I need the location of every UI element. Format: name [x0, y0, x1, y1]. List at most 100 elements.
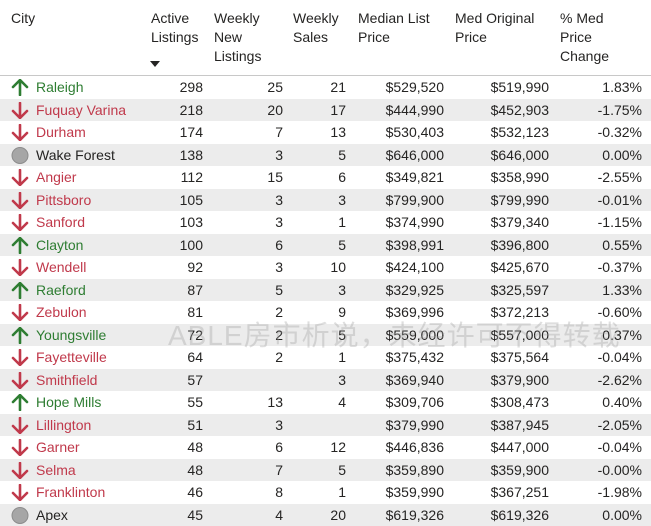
arrow-down-icon [11, 259, 29, 276]
table-row[interactable]: Sanford 103 3 1 $374,990 $379,340 -1.15% [0, 211, 651, 234]
table-row[interactable]: Fuquay Varina 218 20 17 $444,990 $452,903 -1.7… [0, 98, 651, 121]
table-row[interactable]: Fayetteville 64 2 1 $375,432 $375,564 -0.04% [0, 346, 651, 369]
row-med-original-price: $532,123 [490, 124, 549, 140]
row-median-list-price: $444,990 [385, 101, 444, 118]
row-pct-price-change: 0.55% [602, 236, 642, 253]
header-city[interactable]: City [11, 10, 36, 26]
row-med-original-price: $359,900 [490, 461, 549, 478]
row-city: Raleigh [36, 79, 84, 95]
table-row[interactable]: Angier 112 15 6 $349,821 $358,990 -2.55% [0, 166, 651, 189]
header-active-listings[interactable]: Active Listings [151, 10, 199, 45]
table-row[interactable]: Hope Mills 55 13 4 $309,706 $308,473 0.40% [0, 391, 651, 414]
row-med-original-price: $646,000 [490, 146, 549, 163]
row-city: Lillington [36, 416, 92, 433]
row-active-listings: 112 [180, 169, 203, 185]
row-active-listings: 81 [187, 304, 203, 320]
row-weekly-new-listings: 2 [275, 304, 283, 320]
row-med-original-price: $379,900 [490, 371, 549, 388]
row-med-original-price: $372,213 [490, 304, 549, 320]
arrow-down-icon [11, 349, 29, 366]
header-median-list-price[interactable]: Median List Price [358, 10, 430, 45]
table-header: City Active Listings Weekly New Listings… [0, 0, 651, 76]
table-row[interactable]: Raeford 87 5 3 $329,925 $325,597 1.33% [0, 278, 651, 301]
row-active-listings: 105 [179, 191, 203, 208]
header-pct-med-price-change[interactable]: % Med Price Change [560, 10, 610, 64]
row-weekly-sales: 3 [338, 281, 346, 298]
arrow-down-icon [11, 461, 29, 479]
row-med-original-price: $425,670 [490, 259, 549, 275]
row-median-list-price: $375,432 [385, 349, 444, 365]
row-weekly-sales: 1 [338, 349, 346, 365]
row-city: Wake Forest [36, 146, 115, 163]
row-median-list-price: $359,890 [385, 461, 444, 478]
row-active-listings: 51 [187, 416, 203, 433]
table-row[interactable]: Youngsville 72 2 5 $559,000 $557,000 0.37% [0, 323, 651, 346]
row-pct-price-change: -0.01% [597, 191, 642, 208]
row-weekly-sales: 17 [330, 101, 346, 118]
row-weekly-sales: 6 [338, 169, 346, 185]
row-weekly-sales: 5 [338, 461, 346, 478]
row-active-listings: 48 [187, 439, 203, 455]
row-med-original-price: $379,340 [490, 214, 549, 230]
arrow-down-icon [11, 304, 29, 321]
table-row[interactable]: Raleigh 298 25 21 $529,520 $519,990 1.83% [0, 76, 651, 99]
row-med-original-price: $308,473 [490, 394, 549, 410]
row-med-original-price: $375,564 [490, 349, 549, 365]
arrow-down-icon [11, 124, 29, 141]
row-pct-price-change: 0.37% [602, 326, 642, 343]
row-med-original-price: $799,990 [490, 191, 549, 208]
table-row[interactable]: Durham 174 7 13 $530,403 $532,123 -0.32% [0, 121, 651, 144]
table-row[interactable]: Wendell 92 3 10 $424,100 $425,670 -0.37% [0, 256, 651, 279]
row-median-list-price: $529,520 [385, 79, 444, 95]
row-active-listings: 87 [187, 281, 203, 298]
row-median-list-price: $559,000 [385, 326, 444, 343]
table-row[interactable]: Wake Forest 138 3 5 $646,000 $646,000 0.00% [0, 143, 651, 166]
table-row[interactable]: Pittsboro 105 3 3 $799,900 $799,990 -0.01% [0, 188, 651, 211]
row-median-list-price: $446,836 [385, 439, 444, 455]
row-median-list-price: $309,706 [385, 394, 444, 410]
row-median-list-price: $530,403 [385, 124, 444, 140]
row-weekly-sales: 5 [338, 236, 346, 253]
table-row[interactable]: Franklinton 46 8 1 $359,990 $367,251 -1.98% [0, 481, 651, 504]
table-row[interactable]: Apex 45 4 20 $619,326 $619,326 0.00% [0, 503, 651, 526]
table-body: Raleigh 298 25 21 $529,520 $519,990 1.83% Fuqua… [0, 76, 651, 526]
row-city: Pittsboro [36, 191, 92, 208]
row-pct-price-change: -0.00% [597, 461, 642, 478]
row-weekly-new-listings: 7 [275, 124, 283, 140]
row-weekly-sales: 21 [330, 79, 346, 95]
row-active-listings: 72 [187, 326, 203, 343]
header-med-original-price[interactable]: Med Original Price [455, 10, 535, 45]
row-active-listings: 55 [187, 394, 203, 410]
row-active-listings: 48 [187, 461, 203, 478]
row-weekly-sales: 3 [338, 371, 346, 388]
row-med-original-price: $619,326 [490, 506, 549, 523]
table-row[interactable]: Smithfield 57 3 $369,940 $379,900 -2.62% [0, 368, 651, 391]
table-row[interactable]: Garner 48 6 12 $446,836 $447,000 -0.04% [0, 436, 651, 459]
row-med-original-price: $519,990 [490, 79, 549, 95]
row-city: Zebulon [36, 304, 87, 320]
row-weekly-new-listings: 5 [275, 281, 283, 298]
arrow-up-icon [11, 281, 29, 299]
header-weekly-sales[interactable]: Weekly Sales [293, 10, 339, 45]
row-median-list-price: $359,990 [385, 484, 444, 500]
row-weekly-new-listings: 13 [267, 394, 283, 410]
row-weekly-new-listings: 8 [275, 484, 283, 500]
table-row[interactable]: Lillington 51 3 $379,990 $387,945 -2.05% [0, 413, 651, 436]
row-pct-price-change: -0.60% [597, 304, 642, 320]
row-weekly-sales: 4 [338, 394, 346, 410]
row-city: Raeford [36, 281, 86, 298]
header-weekly-new-listings[interactable]: Weekly New Listings [214, 10, 262, 64]
arrow-up-icon [11, 79, 29, 96]
table-row[interactable]: Zebulon 81 2 9 $369,996 $372,213 -0.60% [0, 301, 651, 324]
row-pct-price-change: 1.33% [602, 281, 642, 298]
row-weekly-sales: 5 [338, 146, 346, 163]
row-weekly-new-listings: 3 [275, 146, 283, 163]
row-weekly-sales: 12 [330, 439, 346, 455]
row-city: Franklinton [36, 484, 106, 500]
table-row[interactable]: Clayton 100 6 5 $398,991 $396,800 0.55% [0, 233, 651, 256]
row-weekly-new-listings: 2 [275, 349, 283, 365]
row-pct-price-change: -2.62% [597, 371, 642, 388]
row-city: Smithfield [36, 371, 98, 388]
row-median-list-price: $329,925 [385, 281, 444, 298]
table-row[interactable]: Selma 48 7 5 $359,890 $359,900 -0.00% [0, 458, 651, 481]
